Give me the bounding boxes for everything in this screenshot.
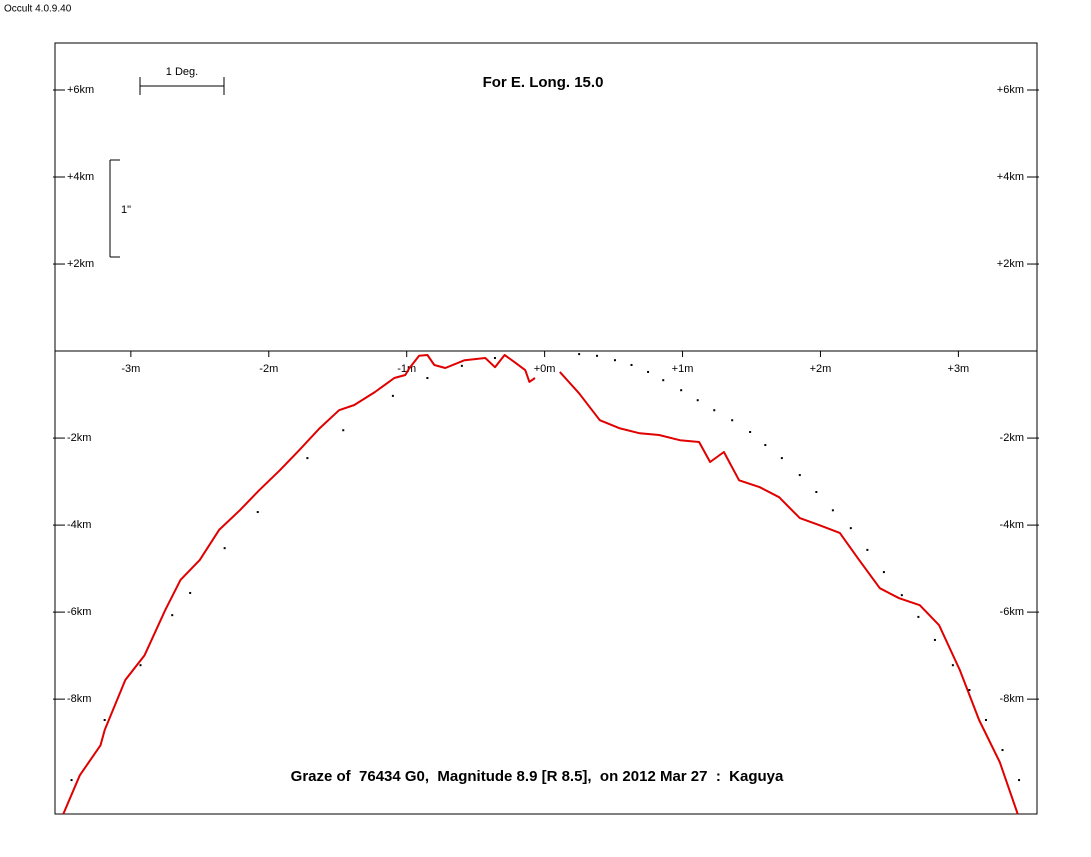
plot-frame [54,42,1038,815]
x-tick-label: -2m [259,363,278,375]
x-tick-label: +0m [534,363,556,375]
limb-dot [391,394,394,397]
limb-dot [171,614,174,617]
limb-dot [984,719,987,722]
y-tick-label: -6km [67,606,91,618]
limb-dot [1001,749,1004,752]
limb-dot [306,457,309,460]
limb-dot [731,419,734,422]
limb-dot [103,719,106,722]
limb-dot [662,379,665,382]
limb-dot [749,430,752,433]
limb-dot [951,664,954,667]
x-tick-label: +2m [810,363,832,375]
limb-dot [798,474,801,477]
profile-line [62,354,1019,815]
limb-dot [713,409,716,412]
scale-bars [109,77,225,258]
chart-title: For E. Long. 15.0 [483,74,604,91]
limb-dot [342,429,345,432]
limb-dot [780,457,783,460]
limb-dot [849,527,852,530]
limb-dot [223,547,226,550]
limb-dot [189,591,192,594]
limb-dot [256,511,259,514]
y-tick-label-right: -2km [1000,432,1024,444]
limb-dot [882,571,885,574]
x-tick-label: +1m [672,363,694,375]
limb-dot [426,377,429,380]
y-tick-label: -8km [67,693,91,705]
y-tick-label-right: +6km [997,84,1024,96]
limb-dot [831,509,834,512]
limb-dot [578,353,581,356]
y-tick-label: +2km [67,258,94,270]
limb-dot [866,548,869,551]
app-version: Occult 4.0.9.40 [4,4,72,15]
limb-dot [647,370,650,373]
y-tick-label: -4km [67,519,91,531]
limb-dot [460,364,463,367]
y-tick-label-right: -4km [1000,519,1024,531]
limb-dot [933,638,936,641]
limb-dot [696,399,699,402]
limb-dot [630,363,633,366]
y-tick-label-right: +4km [997,171,1024,183]
limb-dot [680,389,683,392]
y-tick-label: +4km [67,171,94,183]
y-tick-label-right: +2km [997,258,1024,270]
limb-dot [613,359,616,362]
limb-dot [968,688,971,691]
limb-dot [815,491,818,494]
chart-footer: Graze of 76434 G0, Magnitude 8.9 [R 8.5]… [291,768,784,785]
limb-dot [900,594,903,597]
x-tick-label: -3m [121,363,140,375]
scale-bar-y-label: 1" [121,204,131,216]
limb-dot [1018,779,1021,782]
scale-bar-x-label: 1 Deg. [166,66,198,78]
limb-dot [764,444,767,447]
y-tick-label-right: -8km [1000,693,1024,705]
y-tick-label: -2km [67,432,91,444]
y-tick-label-right: -6km [1000,606,1024,618]
limb-dot [70,779,73,782]
limb-dot [596,354,599,357]
y-tick-label: +6km [67,84,94,96]
limb-dot [917,615,920,618]
limb-dot [493,357,496,360]
x-tick-label: +3m [948,363,970,375]
limb-dot [139,664,142,667]
